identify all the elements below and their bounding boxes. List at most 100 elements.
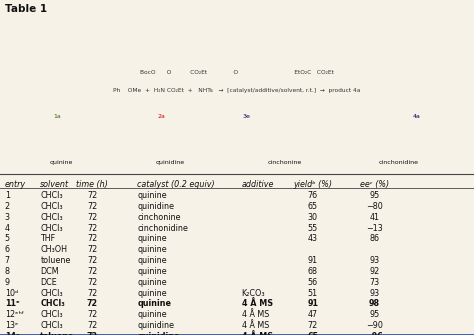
Text: 12ᵉʰᶠ: 12ᵉʰᶠ bbox=[5, 310, 24, 319]
Text: quinine: quinine bbox=[137, 278, 167, 287]
Text: 93: 93 bbox=[369, 288, 380, 297]
Text: solvent: solvent bbox=[40, 180, 69, 189]
Text: 1a: 1a bbox=[53, 114, 61, 119]
Text: CHCl₃: CHCl₃ bbox=[40, 202, 63, 211]
Text: 2a: 2a bbox=[157, 114, 165, 119]
Text: quinine: quinine bbox=[50, 159, 73, 164]
Text: cinchonine: cinchonine bbox=[267, 159, 301, 164]
Text: quinine: quinine bbox=[137, 191, 167, 200]
Text: 76: 76 bbox=[308, 191, 318, 200]
Text: 65: 65 bbox=[307, 332, 319, 335]
Text: 72: 72 bbox=[87, 245, 98, 254]
Text: 72: 72 bbox=[87, 213, 98, 222]
Text: Table 1: Table 1 bbox=[5, 4, 47, 14]
Text: 98: 98 bbox=[369, 299, 380, 309]
Text: 95: 95 bbox=[369, 191, 380, 200]
Text: K₂CO₃: K₂CO₃ bbox=[242, 288, 265, 297]
Text: CHCl₃: CHCl₃ bbox=[40, 310, 63, 319]
Text: 11ᵉ: 11ᵉ bbox=[5, 299, 19, 309]
Text: 72: 72 bbox=[87, 234, 98, 244]
Text: 1: 1 bbox=[5, 191, 10, 200]
Text: 4a: 4a bbox=[413, 114, 421, 119]
Text: 13ᵉ: 13ᵉ bbox=[5, 321, 18, 330]
Text: quinine: quinine bbox=[137, 245, 167, 254]
Text: BocO      O          CO₂Et              O                              EtO₂C   C: BocO O CO₂Et O EtO₂C C bbox=[140, 70, 334, 75]
Text: 4 Å MS: 4 Å MS bbox=[242, 310, 269, 319]
Text: 3e: 3e bbox=[243, 114, 250, 119]
Text: CHCl₃: CHCl₃ bbox=[40, 191, 63, 200]
Text: toluene: toluene bbox=[40, 256, 71, 265]
Text: yieldᵇ (%): yieldᵇ (%) bbox=[293, 180, 332, 189]
Text: 72: 72 bbox=[308, 321, 318, 330]
Text: 86: 86 bbox=[369, 234, 380, 244]
Text: 72: 72 bbox=[87, 256, 98, 265]
Text: quinidine: quinidine bbox=[156, 159, 185, 164]
Text: additive: additive bbox=[242, 180, 274, 189]
Text: −13: −13 bbox=[366, 224, 383, 233]
Text: 72: 72 bbox=[87, 321, 98, 330]
Text: quinine: quinine bbox=[137, 288, 167, 297]
Text: CHCl₃: CHCl₃ bbox=[40, 213, 63, 222]
Text: 55: 55 bbox=[308, 224, 318, 233]
Text: DCE: DCE bbox=[40, 278, 57, 287]
Text: 72: 72 bbox=[87, 224, 98, 233]
Text: 4 Å MS: 4 Å MS bbox=[242, 332, 273, 335]
Text: quinine: quinine bbox=[137, 299, 172, 309]
Text: 9: 9 bbox=[5, 278, 10, 287]
Text: CHCl₃: CHCl₃ bbox=[40, 321, 63, 330]
Text: 68: 68 bbox=[308, 267, 318, 276]
Text: 41: 41 bbox=[369, 213, 380, 222]
Text: 4 Å MS: 4 Å MS bbox=[242, 321, 269, 330]
Text: 4: 4 bbox=[5, 224, 10, 233]
Text: 7: 7 bbox=[5, 256, 10, 265]
Text: 95: 95 bbox=[369, 310, 380, 319]
Text: 14ᵉ: 14ᵉ bbox=[5, 332, 19, 335]
Text: quinine: quinine bbox=[137, 267, 167, 276]
Text: entry: entry bbox=[5, 180, 26, 189]
Text: 72: 72 bbox=[87, 191, 98, 200]
Text: 72: 72 bbox=[87, 332, 98, 335]
Text: catalyst (0.2 equiv): catalyst (0.2 equiv) bbox=[137, 180, 215, 189]
Text: quinidine: quinidine bbox=[137, 332, 180, 335]
Text: eeᶜ (%): eeᶜ (%) bbox=[360, 180, 389, 189]
Text: −80: −80 bbox=[366, 202, 383, 211]
Text: 92: 92 bbox=[369, 267, 380, 276]
Text: Ph    OMe  +  H₂N CO₂Et  +   NHTs   →  [catalyst/additive/solvent, r.t.]  →  pro: Ph OMe + H₂N CO₂Et + NHTs → [catalyst/ad… bbox=[113, 88, 361, 93]
Text: 72: 72 bbox=[87, 267, 98, 276]
Text: 91: 91 bbox=[307, 299, 319, 309]
Text: 3: 3 bbox=[5, 213, 10, 222]
Text: CH₃OH: CH₃OH bbox=[40, 245, 67, 254]
Text: 43: 43 bbox=[308, 234, 318, 244]
Text: 2: 2 bbox=[5, 202, 10, 211]
Text: toluene: toluene bbox=[40, 332, 75, 335]
Text: 10ᵈ: 10ᵈ bbox=[5, 288, 18, 297]
Text: −96: −96 bbox=[365, 332, 383, 335]
Text: time (h): time (h) bbox=[76, 180, 109, 189]
Text: cinchonine: cinchonine bbox=[137, 213, 181, 222]
Text: 72: 72 bbox=[87, 278, 98, 287]
Text: 4 Å MS: 4 Å MS bbox=[242, 299, 273, 309]
Text: 72: 72 bbox=[87, 202, 98, 211]
Text: 47: 47 bbox=[308, 310, 318, 319]
Text: CHCl₃: CHCl₃ bbox=[40, 288, 63, 297]
Text: cinchonidine: cinchonidine bbox=[378, 159, 418, 164]
Text: 72: 72 bbox=[87, 310, 98, 319]
Text: quinine: quinine bbox=[137, 256, 167, 265]
Text: 51: 51 bbox=[308, 288, 318, 297]
Text: quinidine: quinidine bbox=[137, 321, 174, 330]
Text: 8: 8 bbox=[5, 267, 10, 276]
Text: CHCl₃: CHCl₃ bbox=[40, 299, 65, 309]
Text: 91: 91 bbox=[308, 256, 318, 265]
Text: quinine: quinine bbox=[137, 310, 167, 319]
Text: 5: 5 bbox=[5, 234, 10, 244]
Text: 73: 73 bbox=[369, 278, 380, 287]
Text: CHCl₃: CHCl₃ bbox=[40, 224, 63, 233]
Text: quinidine: quinidine bbox=[137, 202, 174, 211]
Text: 72: 72 bbox=[87, 288, 98, 297]
Text: −90: −90 bbox=[366, 321, 383, 330]
Text: 65: 65 bbox=[308, 202, 318, 211]
Text: quinine: quinine bbox=[137, 234, 167, 244]
Text: 30: 30 bbox=[308, 213, 318, 222]
Text: 72: 72 bbox=[87, 299, 98, 309]
Text: DCM: DCM bbox=[40, 267, 59, 276]
